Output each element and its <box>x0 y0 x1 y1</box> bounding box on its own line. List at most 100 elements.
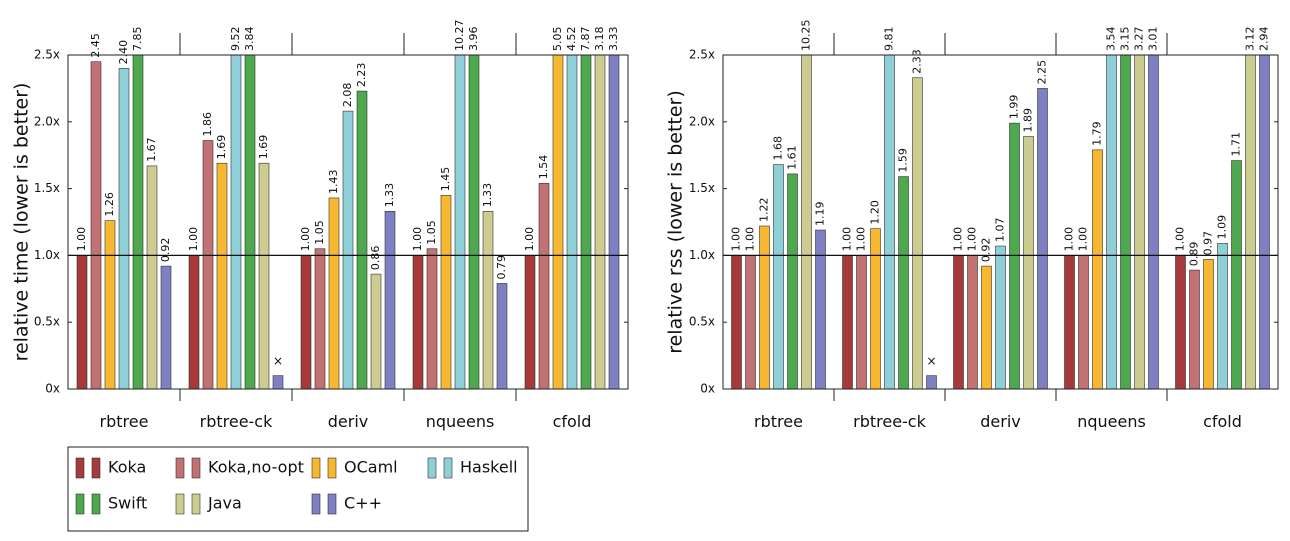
value-label: 1.05 <box>313 220 326 245</box>
bar <box>594 55 606 389</box>
bar <box>842 255 853 389</box>
value-label: 3.27 <box>1133 27 1146 52</box>
x-tick-label: rbtree <box>754 412 803 431</box>
value-label: 0.92 <box>159 238 172 263</box>
value-label: 1.26 <box>103 192 116 217</box>
x-tick-label: rbtree-ck <box>200 412 273 431</box>
value-label: 1.00 <box>187 227 200 252</box>
bar <box>258 162 270 389</box>
bar <box>870 228 881 389</box>
x-tick-label: rbtree <box>100 412 149 431</box>
y-tick-label: 1.5x <box>34 181 60 195</box>
bar <box>244 55 256 389</box>
legend-label: Swift <box>108 494 147 513</box>
bar <box>1023 136 1034 389</box>
value-label: 1.20 <box>869 200 882 225</box>
value-label: 7.87 <box>579 27 592 52</box>
value-label: 10.25 <box>800 20 813 52</box>
legend-label: Koka <box>108 458 146 477</box>
bar <box>356 90 368 389</box>
legend-swatch <box>327 457 337 479</box>
legend-swatch <box>75 493 85 515</box>
value-label: 9.52 <box>229 27 242 52</box>
plot-frame <box>722 54 1279 390</box>
bar <box>1189 269 1200 389</box>
bar <box>787 173 798 389</box>
value-label: 1.86 <box>201 112 214 137</box>
bar <box>76 255 88 389</box>
bar <box>188 255 200 389</box>
bar <box>1092 149 1103 389</box>
value-label: 5.05 <box>551 27 564 52</box>
value-label: 3.01 <box>1147 27 1160 52</box>
value-label: 3.84 <box>243 27 256 52</box>
value-label: 1.69 <box>257 135 270 160</box>
missing-stub <box>272 375 284 390</box>
bar <box>468 55 480 389</box>
bar <box>412 255 424 389</box>
value-label: 3.18 <box>593 27 606 52</box>
bar <box>1259 55 1270 389</box>
legend-swatch <box>75 457 85 479</box>
bar <box>1120 55 1131 389</box>
value-label: 0.97 <box>1202 231 1215 256</box>
value-label: 1.00 <box>75 227 88 252</box>
value-label: 3.54 <box>1105 27 1118 52</box>
value-label: 2.08 <box>341 83 354 108</box>
x-tick-label: nqueens <box>426 412 495 431</box>
x-tick-label: cfold <box>1203 412 1242 431</box>
bar <box>1106 55 1117 389</box>
bar <box>815 229 826 389</box>
value-label: 1.00 <box>1174 227 1187 252</box>
value-label: 1.00 <box>523 227 536 252</box>
bar <box>328 197 340 389</box>
y-tick-label: 1.0x <box>34 248 60 262</box>
bar <box>1231 160 1242 389</box>
bar <box>1148 55 1159 389</box>
bar <box>745 255 756 389</box>
legend-label: Haskell <box>460 458 518 477</box>
bar <box>1037 88 1048 389</box>
bar <box>953 255 964 389</box>
value-label: 2.33 <box>911 49 924 74</box>
value-label: 3.96 <box>467 27 480 52</box>
bar <box>440 194 452 389</box>
bar <box>300 255 312 389</box>
value-label: 0.86 <box>369 246 382 271</box>
bar <box>608 55 620 389</box>
legend-label: Koka,no-opt <box>208 458 304 477</box>
bar <box>995 245 1006 389</box>
value-label: 1.00 <box>744 227 757 252</box>
value-label: 1.33 <box>383 183 396 208</box>
y-axis-label: relative rss (lower is better) <box>665 90 687 354</box>
bar <box>454 55 466 389</box>
bar <box>538 182 550 389</box>
value-label: 1.19 <box>814 202 827 227</box>
value-label: 1.05 <box>425 220 438 245</box>
value-label: × <box>273 354 283 368</box>
bar <box>426 248 438 389</box>
bar <box>967 255 978 389</box>
value-label: 2.45 <box>89 33 102 58</box>
value-label: 1.67 <box>145 137 158 162</box>
y-tick-label: 1.0x <box>689 248 715 262</box>
value-label: 1.00 <box>730 227 743 252</box>
bar <box>1217 243 1228 389</box>
bar <box>759 225 770 389</box>
legend-swatch <box>443 457 453 479</box>
plot-area <box>76 55 620 389</box>
value-label: 1.69 <box>215 135 228 160</box>
y-tick-label: 0.5x <box>34 315 60 329</box>
value-label: 1.45 <box>439 167 452 192</box>
bar <box>202 140 214 389</box>
bar <box>884 55 895 389</box>
bar <box>90 61 102 389</box>
bar <box>160 265 172 389</box>
value-label: 1.99 <box>1008 95 1021 120</box>
x-tick-label: rbtree-ck <box>853 412 926 431</box>
bar <box>1175 255 1186 389</box>
legend-label: OCaml <box>344 458 398 477</box>
bar <box>1203 259 1214 389</box>
